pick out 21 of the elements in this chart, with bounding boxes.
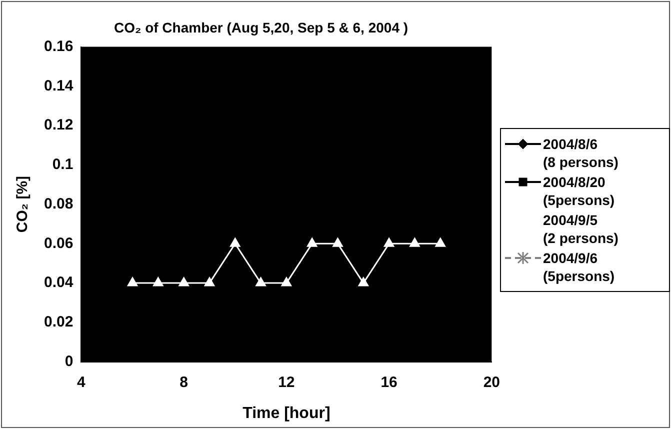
y-tick-label: 0.08 [44, 195, 74, 212]
y-tick-label: 0.1 [52, 156, 74, 174]
y-tick-label: 0.12 [44, 116, 74, 134]
chart-title: CO₂ of Chamber (Aug 5,20, Sep 5 & 6, 2004 ) [114, 19, 408, 36]
x-tick-label: 4 [77, 374, 86, 391]
legend-label: 2004/8/20 (5persons) [543, 173, 616, 209]
text: 2004/9/5 (2 persons) [543, 211, 620, 247]
y-tick-label: 0 [64, 352, 74, 370]
legend-label: 2004/8/6 (8 persons) [543, 135, 620, 171]
y-tick-label: 0.06 [44, 234, 74, 252]
legend-label: 2004/9/6 (5persons) [543, 249, 616, 285]
x-tick-label: 16 [380, 374, 398, 391]
x-axis-title: Time [hour] [242, 404, 330, 422]
y-axis-title: CO₂ [%] [14, 176, 32, 233]
y-tick-label: 0.02 [44, 314, 74, 331]
x-tick-label: 20 [483, 374, 500, 391]
x-tick-label: 12 [278, 374, 295, 391]
y-tick-label: 0.16 [44, 38, 74, 55]
x-tick-label: 8 [180, 374, 188, 391]
y-tick-label: 0.04 [44, 274, 74, 292]
y-tick-label: 0.14 [44, 77, 74, 94]
